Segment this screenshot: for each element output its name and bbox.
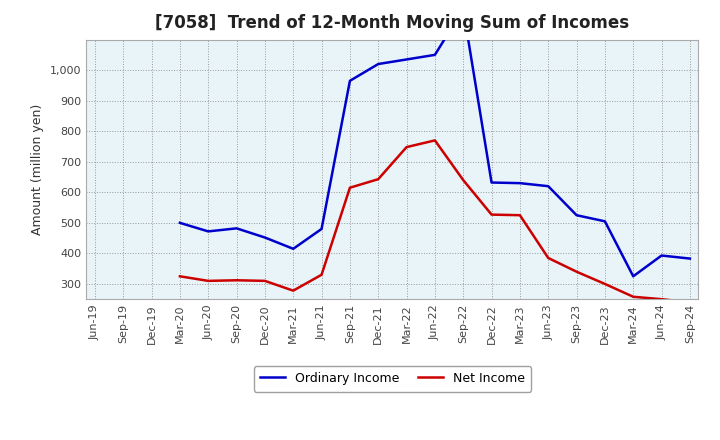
Net Income bbox=[374, 176, 382, 182]
Ordinary Income bbox=[374, 62, 382, 67]
Net Income bbox=[629, 294, 637, 299]
Ordinary Income bbox=[346, 78, 354, 84]
Net Income bbox=[685, 300, 694, 305]
Net Income bbox=[233, 278, 241, 283]
Title: [7058]  Trend of 12-Month Moving Sum of Incomes: [7058] Trend of 12-Month Moving Sum of I… bbox=[156, 15, 629, 33]
Net Income bbox=[487, 212, 496, 217]
Net Income bbox=[346, 185, 354, 191]
Ordinary Income bbox=[516, 180, 524, 186]
Net Income bbox=[176, 274, 184, 279]
Ordinary Income bbox=[261, 235, 269, 240]
Ordinary Income bbox=[318, 226, 326, 231]
Ordinary Income bbox=[233, 226, 241, 231]
Y-axis label: Amount (million yen): Amount (million yen) bbox=[32, 104, 45, 235]
Ordinary Income bbox=[402, 57, 411, 62]
Ordinary Income bbox=[657, 253, 666, 258]
Net Income bbox=[204, 278, 212, 283]
Ordinary Income bbox=[176, 220, 184, 225]
Net Income bbox=[516, 213, 524, 218]
Ordinary Income bbox=[289, 246, 297, 251]
Ordinary Income bbox=[629, 274, 637, 279]
Ordinary Income bbox=[572, 213, 581, 218]
Ordinary Income bbox=[204, 229, 212, 234]
Net Income bbox=[657, 297, 666, 302]
Ordinary Income bbox=[487, 180, 496, 185]
Net Income bbox=[402, 144, 411, 150]
Ordinary Income bbox=[544, 183, 552, 189]
Line: Net Income: Net Income bbox=[180, 140, 690, 302]
Ordinary Income bbox=[600, 219, 609, 224]
Ordinary Income bbox=[459, 7, 467, 12]
Net Income bbox=[431, 138, 439, 143]
Ordinary Income bbox=[685, 256, 694, 261]
Net Income bbox=[572, 269, 581, 275]
Net Income bbox=[318, 272, 326, 277]
Net Income bbox=[544, 255, 552, 260]
Line: Ordinary Income: Ordinary Income bbox=[180, 9, 690, 276]
Net Income bbox=[600, 281, 609, 286]
Legend: Ordinary Income, Net Income: Ordinary Income, Net Income bbox=[253, 366, 531, 392]
Net Income bbox=[289, 288, 297, 293]
Ordinary Income bbox=[431, 52, 439, 58]
Net Income bbox=[459, 177, 467, 183]
Net Income bbox=[261, 278, 269, 283]
